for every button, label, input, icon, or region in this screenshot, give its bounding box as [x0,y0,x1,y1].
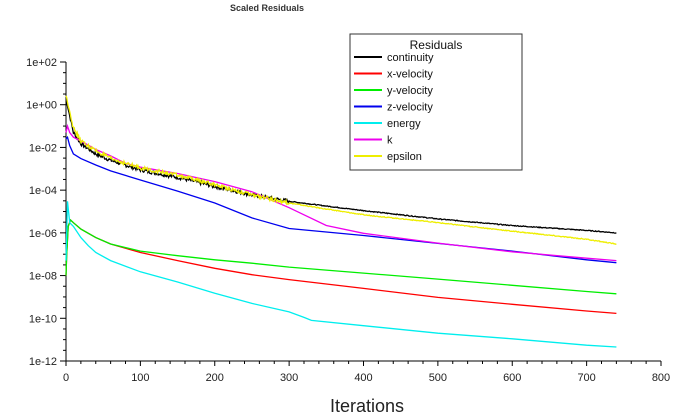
series-lines [65,95,617,348]
series-line-k [65,123,617,262]
x-tick-label: 400 [354,372,372,384]
legend-label-y-velocity: y-velocity [387,85,433,97]
y-tick-label: 1e-08 [29,271,57,283]
x-tick-label: 800 [652,372,670,384]
series-line-y-velocity [65,218,617,295]
x-tick-label: 500 [429,372,447,384]
series-line-z-velocity [65,135,617,264]
y-tick-label: 1e+02 [26,57,57,69]
x-tick-label: 200 [206,372,224,384]
series-line-energy [65,201,617,348]
x-tick-label: 100 [131,372,149,384]
legend-label-energy: energy [387,118,421,130]
series-line-continuity [65,100,617,234]
x-axis-label: Iterations [330,396,404,416]
y-tick-label: 1e+00 [26,100,57,112]
x-tick-label: 0 [63,372,69,384]
legend-label-epsilon: epsilon [387,151,422,163]
legend-label-z-velocity: z-velocity [387,102,433,114]
y-tick-label: 1e-04 [29,185,57,197]
legend-label-continuity: continuity [387,52,434,64]
legend[interactable]: Residuals continuity x-velocity y-velocity… [349,33,523,171]
y-tick-label: 1e-12 [29,356,57,368]
legend-label-x-velocity: x-velocity [387,69,433,81]
y-tick-label: 1e-06 [29,228,57,240]
x-tick-label: 600 [503,372,521,384]
x-axis: 0 100 200 300 400 500 600 700 800 [63,360,670,384]
y-tick-label: 1e-02 [29,142,57,154]
chart-title: Scaled Residuals [230,3,304,13]
y-axis: 1e-12 1e-10 1e-08 1e-06 1e-04 1e-02 1e+00 1e+02 [26,57,67,368]
x-tick-label: 700 [577,372,595,384]
series-line-epsilon [65,95,617,245]
x-tick-label: 300 [280,372,298,384]
legend-box [349,33,523,171]
legend-title: Residuals [410,38,463,52]
y-tick-label: 1e-10 [29,313,57,325]
legend-label-k: k [387,135,393,147]
